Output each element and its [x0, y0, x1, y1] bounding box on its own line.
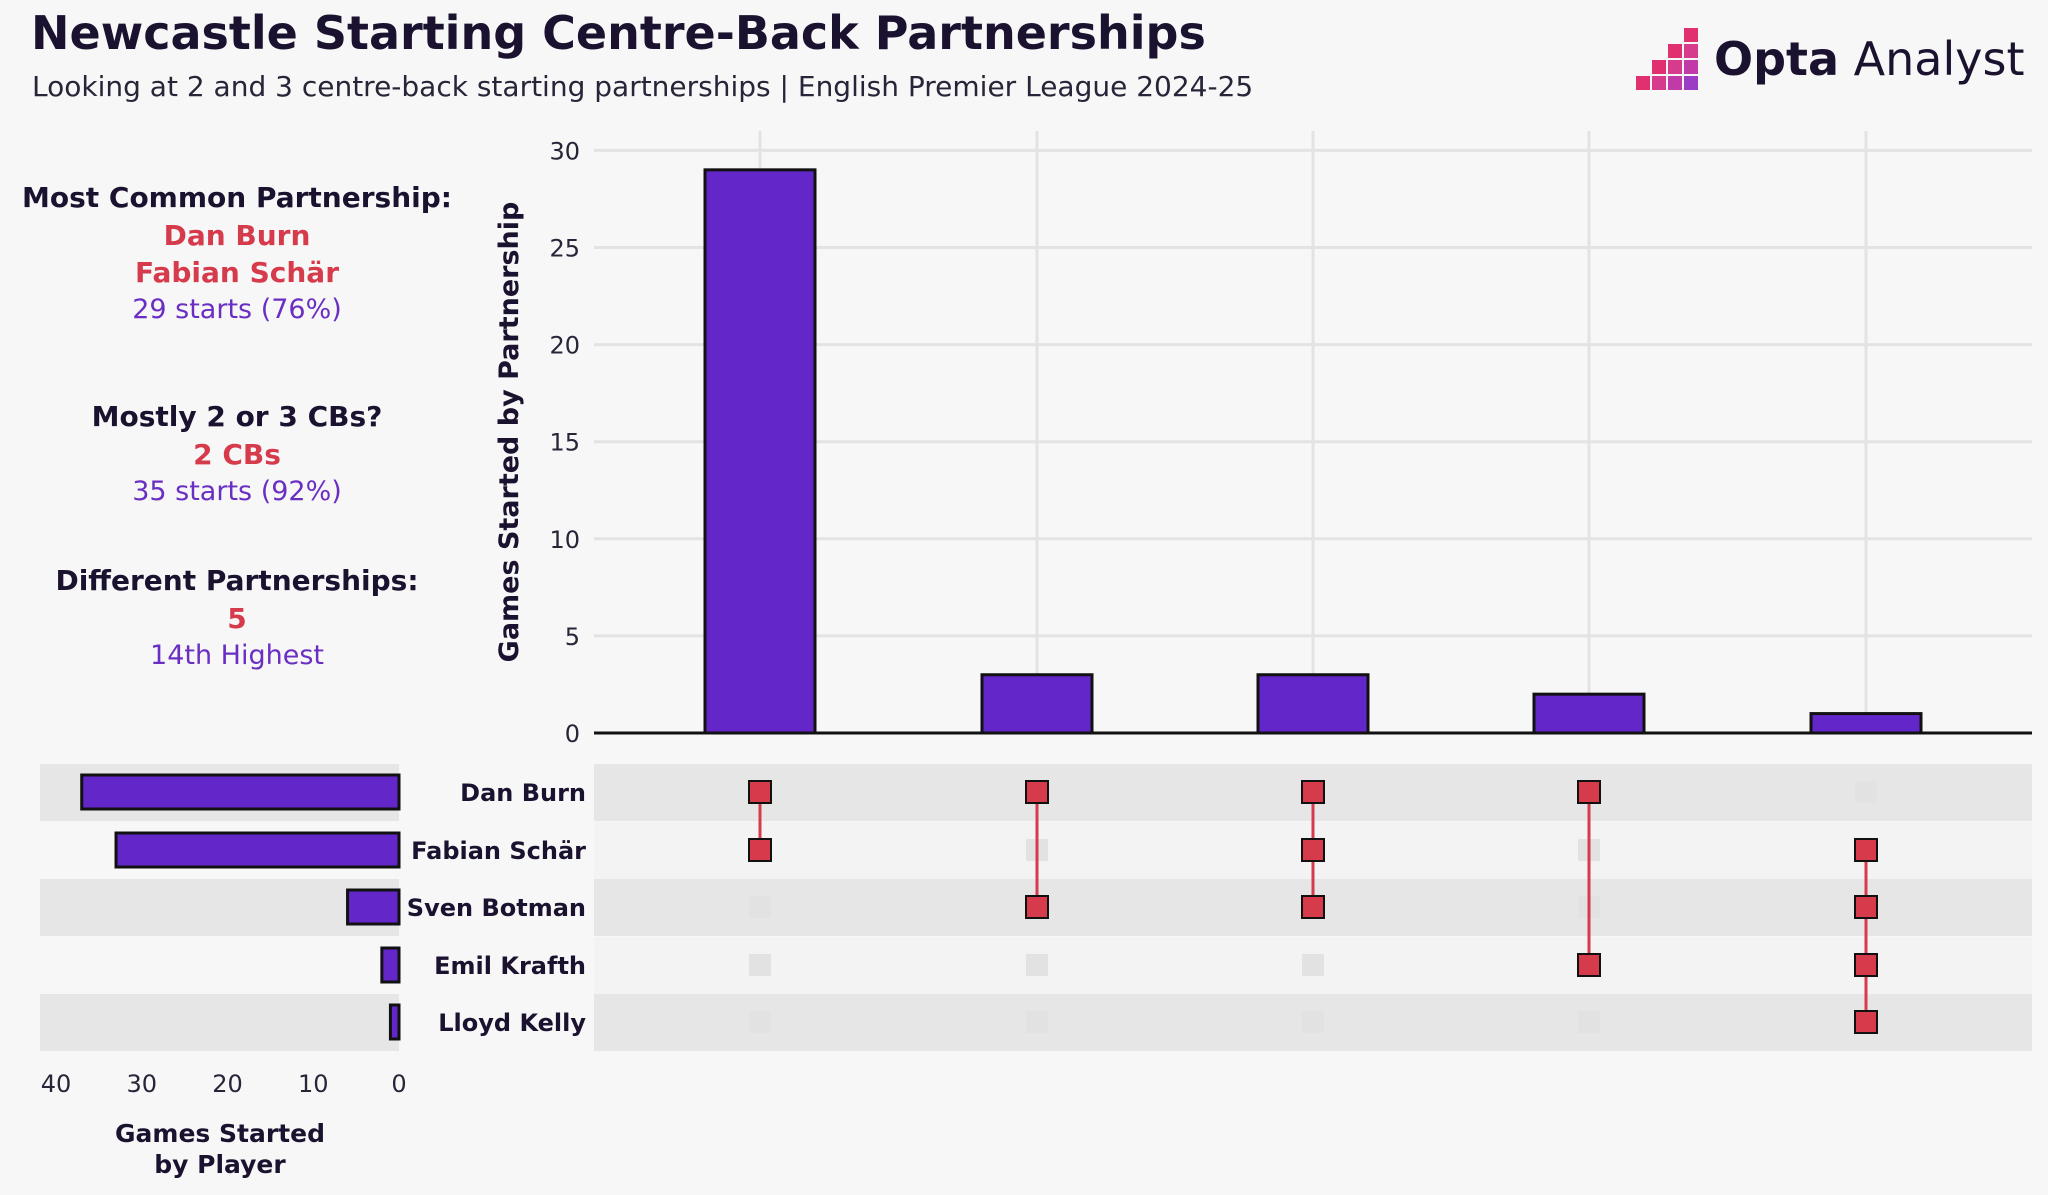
player-starts-bar	[388, 1003, 401, 1041]
matrix-dot-inactive	[1302, 1011, 1324, 1033]
y-tick-label: 25	[549, 235, 580, 263]
chart-title: Newcastle Starting Centre-Back Partnersh…	[31, 6, 1206, 60]
y-tick-label: 10	[549, 526, 580, 554]
x-axis-title: Games Started	[115, 1119, 325, 1148]
matrix-dot-active	[1854, 1010, 1878, 1034]
matrix-dot-active	[1025, 895, 1049, 919]
matrix-dot-active	[1025, 780, 1049, 804]
matrix-dot-inactive	[1026, 1011, 1048, 1033]
y-tick-label: 20	[549, 332, 580, 360]
row-band-left	[40, 879, 399, 936]
matrix-dot-active	[1854, 895, 1878, 919]
opta-logo-icon	[1636, 28, 1698, 90]
partnership-bar	[1809, 712, 1923, 735]
stat-different-rank: 14th Highest	[150, 640, 324, 671]
matrix-dot-inactive	[749, 1011, 771, 1033]
y-tick-label: 0	[565, 720, 580, 748]
matrix-dot-inactive	[1578, 1011, 1600, 1033]
stat-mostly-answer: 2 CBs	[193, 438, 281, 471]
x-axis-title: by Player	[154, 1150, 286, 1179]
partnership-bar	[703, 168, 817, 735]
player-label: Sven Botman	[407, 894, 586, 922]
matrix-dot-active	[1577, 953, 1601, 977]
y-axis-title: Games Started by Partnership	[494, 202, 525, 663]
partnership-bar	[980, 673, 1094, 735]
matrix-dot-inactive	[1302, 954, 1324, 976]
opta-analyst-wordmark: Opta Analyst	[1714, 32, 2025, 86]
y-tick-label: 5	[565, 623, 580, 651]
x-tick-label: 20	[212, 1070, 243, 1098]
player-label: Emil Krafth	[434, 952, 586, 980]
matrix-dot-active	[748, 838, 772, 862]
matrix-dot-active	[1854, 838, 1878, 862]
matrix-dot-active	[1577, 780, 1601, 804]
matrix-dot-active	[1301, 838, 1325, 862]
player-label: Fabian Schär	[411, 837, 586, 865]
player-starts-bar	[380, 946, 401, 984]
chart-subtitle: Looking at 2 and 3 centre-back starting …	[32, 70, 1254, 103]
y-tick-label: 30	[549, 137, 580, 165]
x-tick-label: 30	[126, 1070, 157, 1098]
different-partnerships-stat: Different Partnerships: 5 14th Highest	[0, 562, 474, 674]
matrix-dot-inactive	[1855, 781, 1877, 803]
player-starts-bar	[80, 773, 401, 811]
most-common-partnership-stat: Most Common Partnership: Dan Burn Fabian…	[0, 179, 474, 328]
player-label: Lloyd Kelly	[438, 1009, 586, 1037]
stat-common-player-2: Fabian Schär	[135, 256, 339, 289]
partnership-bar	[1256, 673, 1370, 735]
matrix-dot-inactive	[1026, 954, 1048, 976]
partnership-bar	[1532, 692, 1646, 735]
x-tick-label: 40	[41, 1070, 72, 1098]
stat-mostly-value: 35 starts (92%)	[132, 476, 342, 507]
stat-label-mostly: Mostly 2 or 3 CBs?	[91, 400, 383, 433]
row-band-left	[40, 994, 399, 1051]
logo-light-text: Analyst	[1839, 32, 2025, 86]
matrix-dot-active	[748, 780, 772, 804]
matrix-dot-inactive	[749, 954, 771, 976]
matrix-dot-active	[1301, 780, 1325, 804]
stat-different-count: 5	[227, 602, 247, 635]
stat-common-value: 29 starts (76%)	[132, 294, 342, 325]
matrix-dot-inactive	[749, 896, 771, 918]
player-starts-bar	[114, 831, 401, 869]
stat-label-different: Different Partnerships:	[55, 564, 419, 597]
stat-label-common: Most Common Partnership:	[22, 181, 452, 214]
opta-analyst-logo: Opta Analyst	[1636, 24, 2025, 96]
matrix-dot-active	[1854, 953, 1878, 977]
player-label: Dan Burn	[460, 779, 586, 807]
x-tick-label: 10	[298, 1070, 329, 1098]
logo-bold-text: Opta	[1714, 32, 1840, 86]
y-tick-label: 15	[549, 429, 580, 457]
stat-common-player-1: Dan Burn	[163, 219, 311, 252]
x-tick-label: 0	[391, 1070, 406, 1098]
player-starts-bar	[346, 888, 401, 926]
matrix-dot-active	[1301, 895, 1325, 919]
mostly-cbs-stat: Mostly 2 or 3 CBs? 2 CBs 35 starts (92%)	[0, 398, 474, 510]
